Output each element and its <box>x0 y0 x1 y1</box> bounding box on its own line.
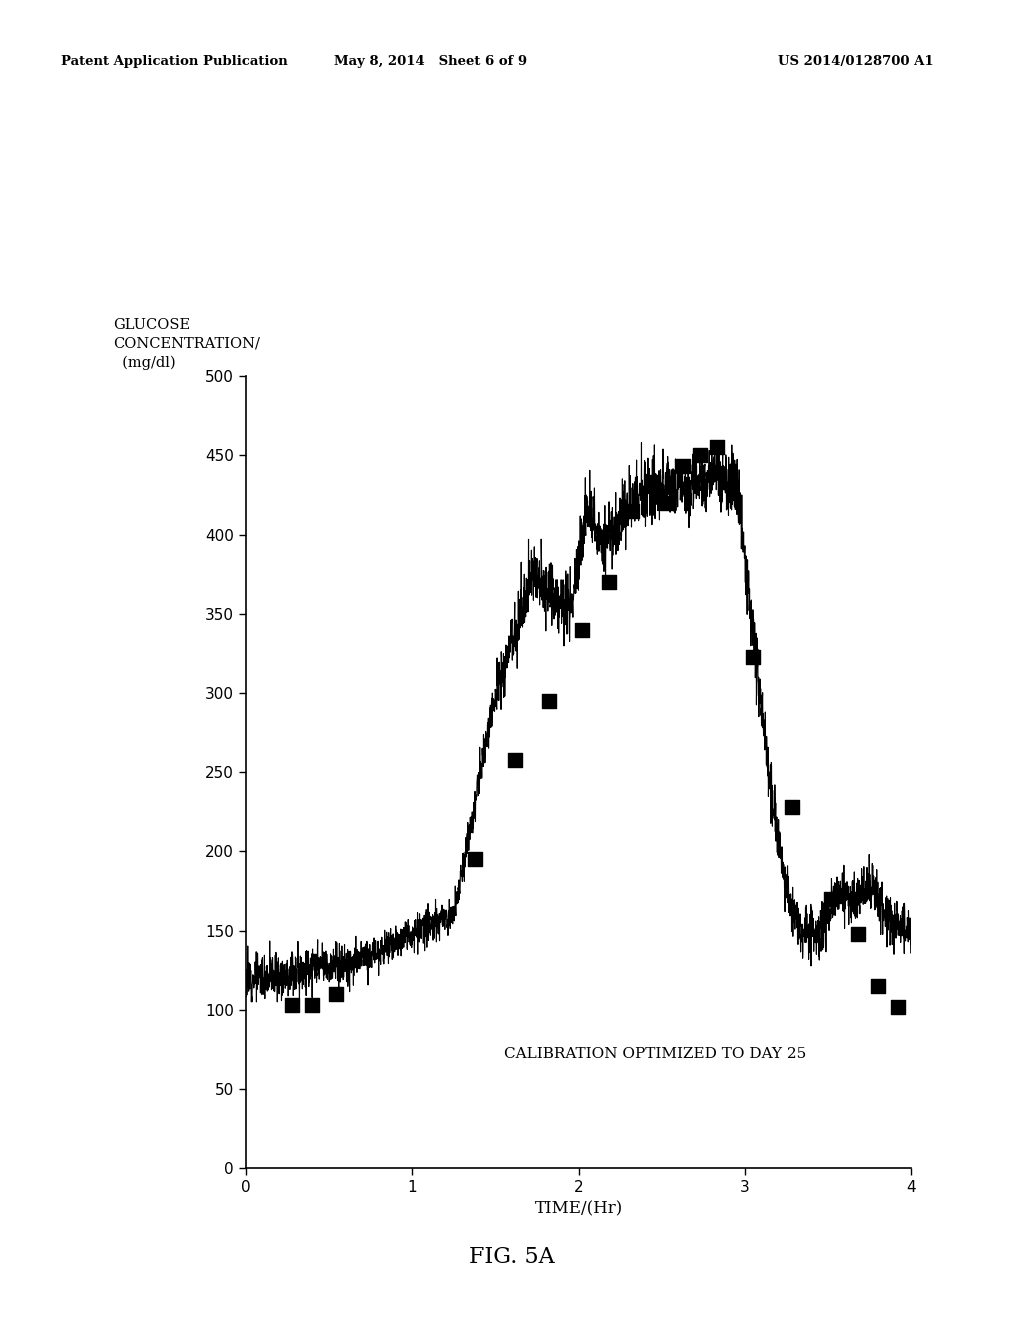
Point <box>541 690 557 711</box>
Point <box>573 619 590 640</box>
Point <box>658 492 675 513</box>
X-axis label: TIME/(Hr): TIME/(Hr) <box>535 1201 623 1217</box>
Point <box>709 437 725 458</box>
Point <box>745 645 762 667</box>
Point <box>890 997 906 1018</box>
Point <box>328 983 344 1005</box>
Point <box>675 455 691 477</box>
Text: GLUCOSE
CONCENTRATION/
  (mg/dl): GLUCOSE CONCENTRATION/ (mg/dl) <box>113 318 259 370</box>
Point <box>304 994 321 1015</box>
Point <box>850 923 866 944</box>
Point <box>869 975 886 997</box>
Text: US 2014/0128700 A1: US 2014/0128700 A1 <box>778 55 934 69</box>
Point <box>467 849 483 870</box>
Text: Patent Application Publication: Patent Application Publication <box>61 55 288 69</box>
Point <box>624 500 640 521</box>
Point <box>507 748 523 770</box>
Point <box>284 994 301 1015</box>
Point <box>600 572 616 593</box>
Text: May 8, 2014   Sheet 6 of 9: May 8, 2014 Sheet 6 of 9 <box>334 55 526 69</box>
Point <box>783 796 800 817</box>
Point <box>645 471 662 492</box>
Point <box>823 888 840 909</box>
Point <box>692 445 709 466</box>
Text: CALIBRATION OPTIMIZED TO DAY 25: CALIBRATION OPTIMIZED TO DAY 25 <box>504 1047 806 1061</box>
Text: FIG. 5A: FIG. 5A <box>469 1246 555 1267</box>
